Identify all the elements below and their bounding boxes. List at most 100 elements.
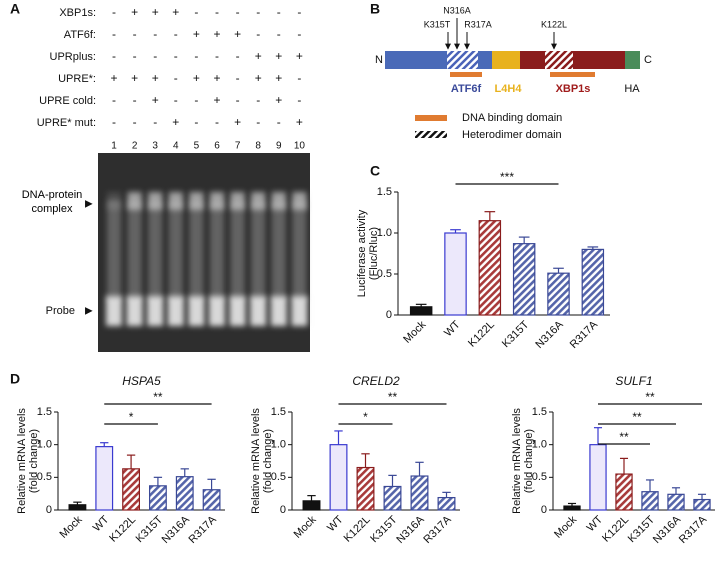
lane-number: 4 (173, 141, 179, 152)
row-mark: - (236, 49, 240, 63)
band (270, 296, 287, 326)
bar (641, 491, 659, 511)
row-label: UPRE cold: (39, 95, 96, 107)
domain-label: ATF6f (451, 83, 482, 95)
annotation: Probe (46, 305, 75, 317)
domain-label: XBP1s (556, 83, 591, 95)
lane-number: 8 (255, 141, 261, 152)
lane-number: 6 (214, 141, 220, 152)
row-mark: + (275, 93, 282, 107)
row-mark: - (277, 115, 281, 129)
lane-number: 9 (276, 141, 282, 152)
band (229, 296, 246, 326)
bar (202, 489, 221, 511)
lane-smear (251, 200, 266, 300)
annotation-box: DNA-protein complex (22, 189, 83, 215)
row-mark: - (112, 5, 116, 19)
chart-title: SULF1 (615, 374, 652, 388)
y-tick-label: 0 (386, 309, 392, 321)
y-axis-label: Relative mRNA levels (16, 408, 28, 514)
band (168, 192, 183, 210)
band (127, 192, 142, 210)
row-mark: + (110, 71, 117, 85)
domain-label: HA (624, 83, 640, 95)
x-tick-label: Mock (552, 513, 579, 540)
band (230, 192, 245, 210)
x-tick-label: WT (325, 513, 346, 534)
x-tick-label: K122L (342, 514, 373, 545)
row-mark: + (255, 71, 262, 85)
mutation-label: K122L (541, 19, 567, 29)
bar (563, 505, 581, 511)
x-tick-label: WT (91, 513, 112, 534)
band (210, 192, 224, 210)
lane-smear (210, 200, 224, 300)
chart-title: CRELD2 (352, 374, 400, 388)
y-axis-label: (fold change) (262, 429, 274, 493)
panel-label: D (10, 371, 20, 387)
row-mark: - (153, 49, 157, 63)
bar (175, 476, 194, 511)
chart-title: HSPA5 (122, 374, 161, 388)
panel-label: A (10, 1, 20, 17)
lane-smear (292, 200, 307, 300)
bar (437, 496, 456, 511)
row-label: XBP1s: (59, 7, 96, 19)
band (106, 296, 122, 326)
band (291, 296, 308, 326)
row-mark: - (236, 5, 240, 19)
significance-label: ** (388, 390, 398, 404)
x-tick-label: R317A (677, 513, 710, 546)
row-mark: + (172, 5, 179, 19)
row-mark: - (174, 93, 178, 107)
gel-lanes (106, 192, 308, 326)
y-tick-label: 1.5 (37, 406, 52, 418)
bar (444, 232, 467, 316)
row-mark: + (193, 71, 200, 85)
domain-label: L4H4 (495, 83, 523, 95)
y-tick-label: 0.5 (271, 471, 286, 483)
row-mark: - (215, 5, 219, 19)
row-mark: - (133, 49, 137, 63)
row-mark: - (112, 49, 116, 63)
bar (547, 272, 570, 316)
y-axis-label: Relative mRNA levels (250, 408, 262, 514)
row-mark: - (297, 93, 301, 107)
row-label: UPRE*: (58, 73, 96, 85)
bar (356, 466, 375, 511)
row-mark: - (133, 115, 137, 129)
y-tick-label: 1.0 (37, 439, 52, 451)
x-tick-label: R317A (186, 513, 219, 546)
row-mark: - (133, 27, 137, 41)
y-axis-label: Luciferase activity (356, 209, 368, 297)
x-tick-label: Mock (401, 318, 428, 345)
lane-smear (168, 200, 183, 300)
row-mark: - (194, 115, 198, 129)
bar (148, 485, 167, 511)
row-mark: + (296, 49, 303, 63)
y-tick-label: 1.0 (271, 439, 286, 451)
x-tick-label: K122L (107, 514, 138, 545)
lane-number: 3 (152, 141, 158, 152)
row-mark: - (256, 5, 260, 19)
x-tick-label: N316A (160, 513, 193, 546)
row-mark: - (133, 93, 137, 107)
arrow: ▶ (85, 199, 93, 210)
bar (329, 444, 348, 511)
c-terminus: C (644, 54, 652, 66)
row-mark: - (112, 115, 116, 129)
x-tick-label: Mock (292, 513, 319, 540)
bar (478, 220, 502, 316)
row-mark: - (297, 27, 301, 41)
x-tick-label: N316A (533, 318, 566, 351)
lane-number: 5 (194, 141, 200, 152)
x-tick-label: Mock (58, 513, 85, 540)
bar (122, 468, 141, 511)
y-axis-label: (fold change) (28, 429, 40, 493)
x-tick-label: WT (442, 318, 463, 339)
lane-smear (107, 200, 121, 300)
lane-number: 1 (111, 141, 117, 152)
mutation-label: N316A (443, 5, 471, 15)
